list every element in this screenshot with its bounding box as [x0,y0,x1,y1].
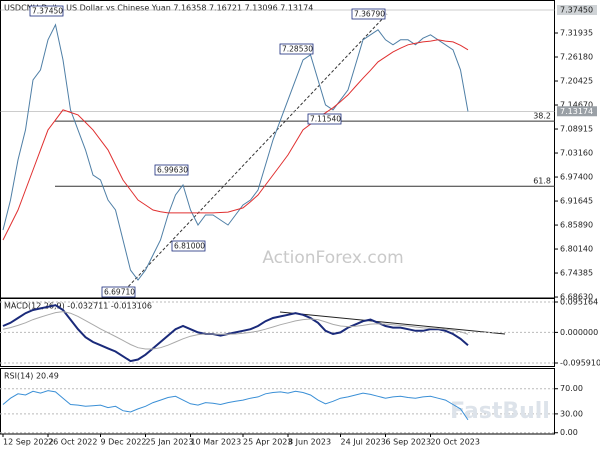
y-tick-label: 6.80140 [560,245,593,254]
y-tick-label: 30.00 [560,409,583,418]
y-tick-label: 6.91645 [560,197,593,206]
y-tick-label: 7.08915 [560,125,593,134]
series-line [2,304,469,363]
panel-title: RSI(14) 20.49 [4,372,59,381]
annotation-box [171,240,206,252]
y-tick-label: 7.26180 [560,53,593,62]
y-tick-label: 70.00 [560,384,583,393]
annotation: 6.69710 [104,288,135,297]
macd-trendline [279,311,506,335]
x-tick-label: 25 Jan 2023 [146,438,194,447]
y-tick-label: 7.31935 [560,29,593,38]
annotation-box [29,5,64,17]
y-tick-label: 6.74385 [560,269,593,278]
annotation-box [307,113,342,125]
panel-title: USDCNH,Daily: US Dollar vs Chinese Yuan … [4,4,313,13]
y-tick-label: 6.85890 [560,221,593,230]
price-label: 7.13174 [560,107,593,116]
annotation: 6.99630 [157,166,188,175]
annotation: 7.11540 [310,115,341,124]
annotation-box [351,8,386,20]
y-tick-label: 7.14670 [560,101,593,110]
y-tick-label: 7.20425 [560,77,593,86]
y-tick-label: -0.095910 [560,359,600,368]
annotation: 7.36790 [354,10,385,19]
price-label-bg [557,5,597,16]
annotation: 7.37450 [32,7,63,16]
y-tick-label: 6.68630 [560,293,593,302]
series-line [2,39,469,241]
x-tick-label: 24 Jul 2023 [341,438,386,447]
annotation-box [154,164,189,176]
annotation-box [279,43,314,55]
series-line [2,311,469,350]
layer: 7.31935 7.26180 7.20425 7.14670 7.08915 7.031… [0,4,600,447]
price-label: 7.37450 [560,6,593,15]
y-tick-label: 0.000000 [560,328,598,337]
annotation-box [101,286,136,298]
x-tick-label: 10 Mar 2023 [191,438,242,447]
x-tick-label: 25 Apr 2023 [243,438,292,447]
series-line [2,23,469,281]
watermark: ActionForex.com [262,248,403,268]
x-tick-label: 8 Jun 2023 [288,438,331,447]
y-tick-label: 0.095164 [560,298,598,307]
annotation: 6.81000 [174,242,205,251]
rsi-panel [0,368,555,435]
annotation: 7.28530 [282,45,313,54]
y-tick-label: 6.97400 [560,173,593,182]
fib-label: 61.8 [533,177,551,186]
x-tick-label: 12 Sep 2022 [3,438,54,447]
price-panel [0,0,555,299]
x-tick-label: 9 Dec 2022 [101,438,147,447]
x-tick-label: 6 Sep 2023 [386,438,432,447]
y-tick-label: 0.00 [560,428,578,437]
series-line [2,390,469,421]
y-tick-label: 7.03160 [560,149,593,158]
x-tick-label: 20 Oct 2023 [431,438,480,447]
price-label-bg [557,106,597,117]
trend-channel [124,13,388,291]
watermark: FastBull [450,399,550,424]
fib-label: 38.2 [533,112,551,121]
x-tick-label: 26 Oct 2022 [48,438,97,447]
panel-title: MACD(12,26,9) -0.032711 -0.013106 [4,302,152,311]
